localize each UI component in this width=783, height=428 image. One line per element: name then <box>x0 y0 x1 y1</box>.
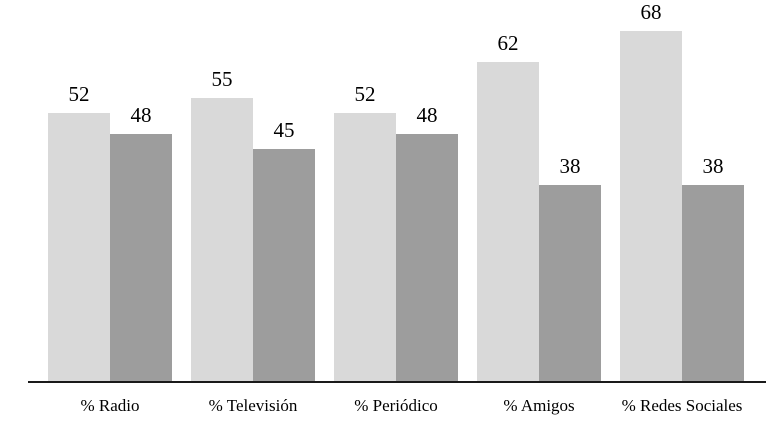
bar-wrap: 68 <box>620 2 682 381</box>
bar <box>539 185 601 381</box>
bar <box>48 113 110 381</box>
bar-wrap: 55 <box>191 69 253 381</box>
value-label: 68 <box>640 0 662 24</box>
bar-wrap: 48 <box>110 105 172 381</box>
x-axis-label: % Periódico <box>354 396 438 415</box>
x-axis-label: % Redes Sociales <box>621 396 743 415</box>
x-axis-label: % Radio <box>80 396 140 415</box>
bar-group: 68 38 <box>620 2 744 381</box>
bar <box>253 149 315 381</box>
bar-group: 52 48 <box>334 84 458 381</box>
value-label: 48 <box>416 103 438 127</box>
value-label: 38 <box>702 154 724 178</box>
bar <box>620 31 682 381</box>
x-axis-labels: % Radio % Televisión % Periódico % Amigos % … <box>28 396 766 416</box>
bar-wrap: 38 <box>682 156 744 381</box>
bar-wrap: 62 <box>477 33 539 381</box>
bar <box>682 185 744 381</box>
value-label: 52 <box>68 82 90 106</box>
bar-wrap: 45 <box>253 120 315 381</box>
value-label: 48 <box>130 103 152 127</box>
bar <box>477 62 539 381</box>
value-label: 52 <box>354 82 376 106</box>
bar-group: 62 38 <box>477 33 601 381</box>
value-label: 45 <box>273 118 295 142</box>
bar <box>191 98 253 381</box>
x-axis-label: % Amigos <box>503 396 575 415</box>
bar <box>396 134 458 381</box>
value-label: 62 <box>497 31 519 55</box>
bar-wrap: 48 <box>396 105 458 381</box>
bar-wrap: 52 <box>48 84 110 381</box>
bar-group: 52 48 <box>48 84 172 381</box>
value-label: 38 <box>559 154 581 178</box>
bar <box>334 113 396 381</box>
bar-wrap: 52 <box>334 84 396 381</box>
x-axis-label: % Televisión <box>208 396 298 415</box>
bar <box>110 134 172 381</box>
bar-group: 55 45 <box>191 69 315 381</box>
bar-wrap: 38 <box>539 156 601 381</box>
value-label: 55 <box>211 67 233 91</box>
plot-area: 52 48 55 45 52 48 62 38 68 38 <box>28 0 766 383</box>
